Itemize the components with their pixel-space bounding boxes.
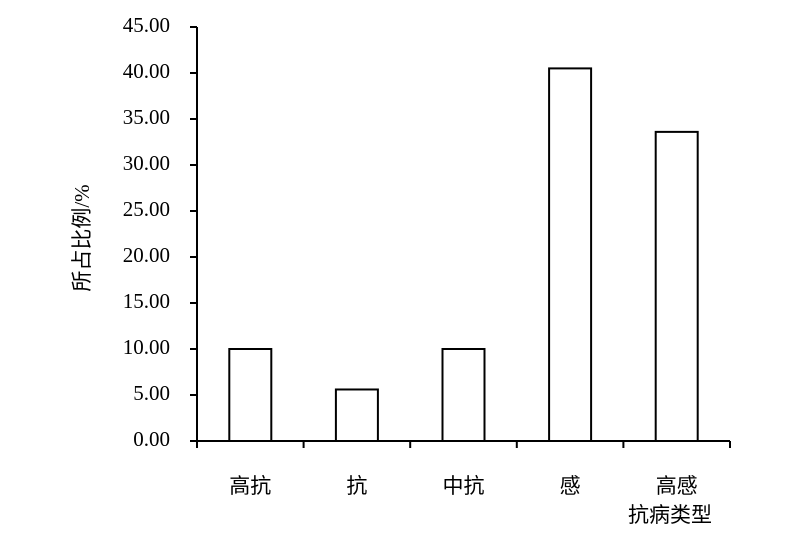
- bar: [548, 67, 593, 443]
- y-tick-label: 5.00: [133, 381, 170, 405]
- bar: [334, 388, 379, 443]
- bar: [228, 348, 273, 442]
- y-tick-label: 25.00: [123, 197, 170, 221]
- x-tick-label: 抗: [346, 474, 367, 498]
- y-axis-label: 所占比例/%: [70, 184, 94, 291]
- bar: [441, 348, 486, 442]
- bar: [654, 130, 699, 442]
- y-tick-label: 40.00: [123, 59, 170, 83]
- x-tick-label: 中抗: [443, 474, 485, 498]
- y-tick-label: 35.00: [123, 105, 170, 129]
- y-tick-label: 20.00: [123, 243, 170, 267]
- x-axis-label: 抗病类型: [628, 503, 712, 527]
- y-tick-label: 10.00: [123, 335, 170, 359]
- y-tick-label: 45.00: [123, 13, 170, 37]
- x-tick-label: 高感: [656, 474, 698, 498]
- x-tick-label: 感: [560, 474, 581, 498]
- y-tick-label: 0.00: [133, 427, 170, 451]
- x-tick-label: 高抗: [229, 474, 271, 498]
- y-tick-label: 15.00: [123, 289, 170, 313]
- y-tick-label: 30.00: [123, 151, 170, 175]
